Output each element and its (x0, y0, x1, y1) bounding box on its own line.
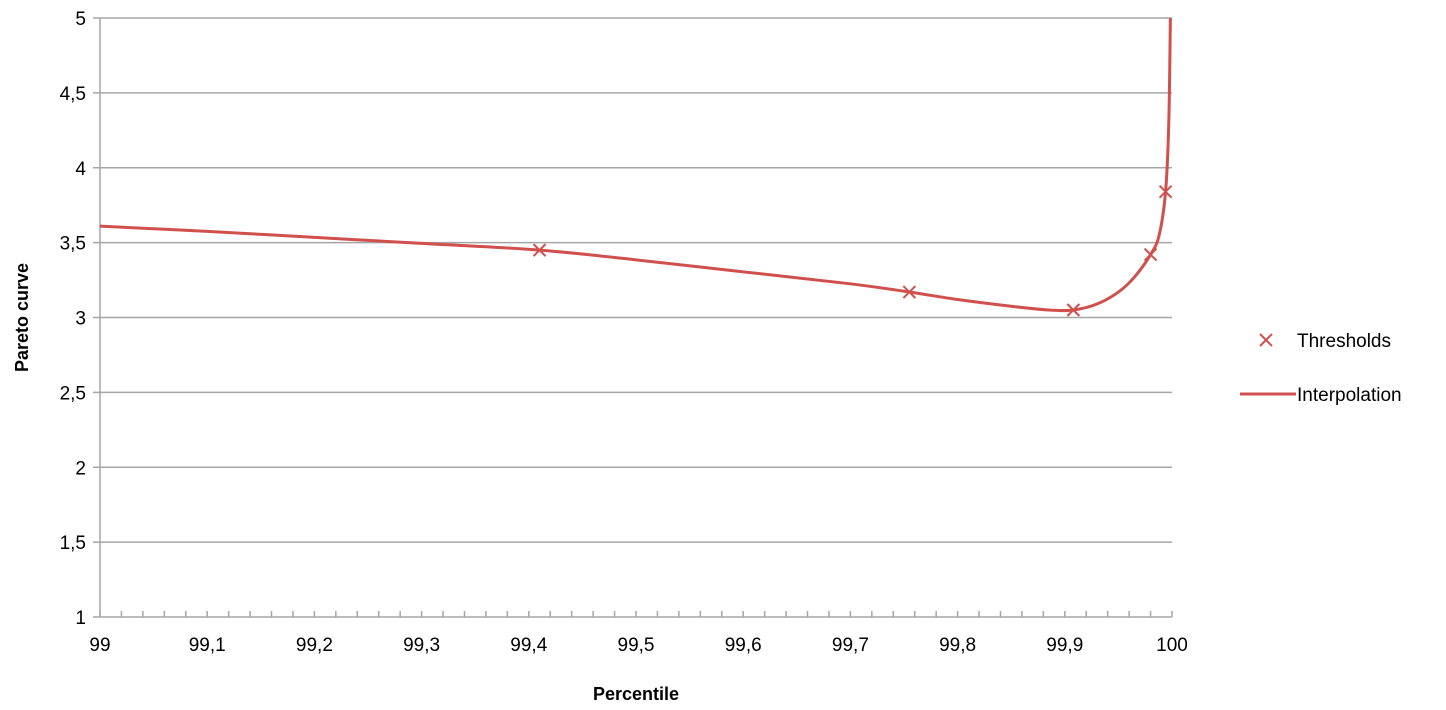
x-tick-label: 99,8 (939, 635, 976, 656)
x-axis-title: Percentile (593, 684, 679, 704)
legend-thresholds-label: Thresholds (1297, 331, 1391, 352)
threshold-marker-stroke (1158, 185, 1173, 199)
y-tick-label: 2,5 (60, 383, 86, 404)
x-tick-label: 99,5 (618, 635, 655, 656)
y-tick-label: 4,5 (60, 84, 86, 105)
y-axis-title: Pareto curve (12, 263, 32, 372)
y-tick-label: 4 (75, 159, 86, 180)
legend-interpolation-label: Interpolation (1297, 385, 1402, 406)
y-tick-label: 3 (75, 309, 86, 330)
threshold-marker-stroke (1066, 303, 1081, 317)
threshold-marker-stroke (532, 243, 547, 257)
threshold-marker (1143, 247, 1158, 262)
threshold-marker (532, 243, 547, 257)
x-tick-label: 99 (89, 635, 110, 656)
threshold-marker-stroke (1143, 247, 1158, 262)
y-tick-label: 3,5 (60, 234, 86, 255)
x-tick-label: 99,6 (725, 635, 762, 656)
y-tick-label: 5 (75, 9, 86, 30)
interpolation-line (100, 18, 1172, 313)
y-tick-label: 1 (75, 608, 86, 629)
legend-marker-stroke (1259, 333, 1273, 347)
y-tick-label: 2 (75, 458, 86, 479)
x-tick-label: 99,1 (189, 635, 226, 656)
x-tick-label: 99,2 (296, 635, 333, 656)
x-tick-label: 99,9 (1046, 635, 1083, 656)
threshold-marker (1158, 185, 1173, 199)
threshold-marker (1066, 303, 1081, 317)
x-tick-label: 100 (1156, 635, 1188, 656)
y-tick-label: 1,5 (60, 533, 86, 554)
threshold-marker-stroke (902, 285, 917, 299)
x-tick-label: 99,4 (510, 635, 547, 656)
legend-thresholds-symbol (1259, 333, 1273, 347)
threshold-marker (902, 285, 917, 299)
x-tick-label: 99,7 (832, 635, 869, 656)
x-tick-label: 99,3 (403, 635, 440, 656)
